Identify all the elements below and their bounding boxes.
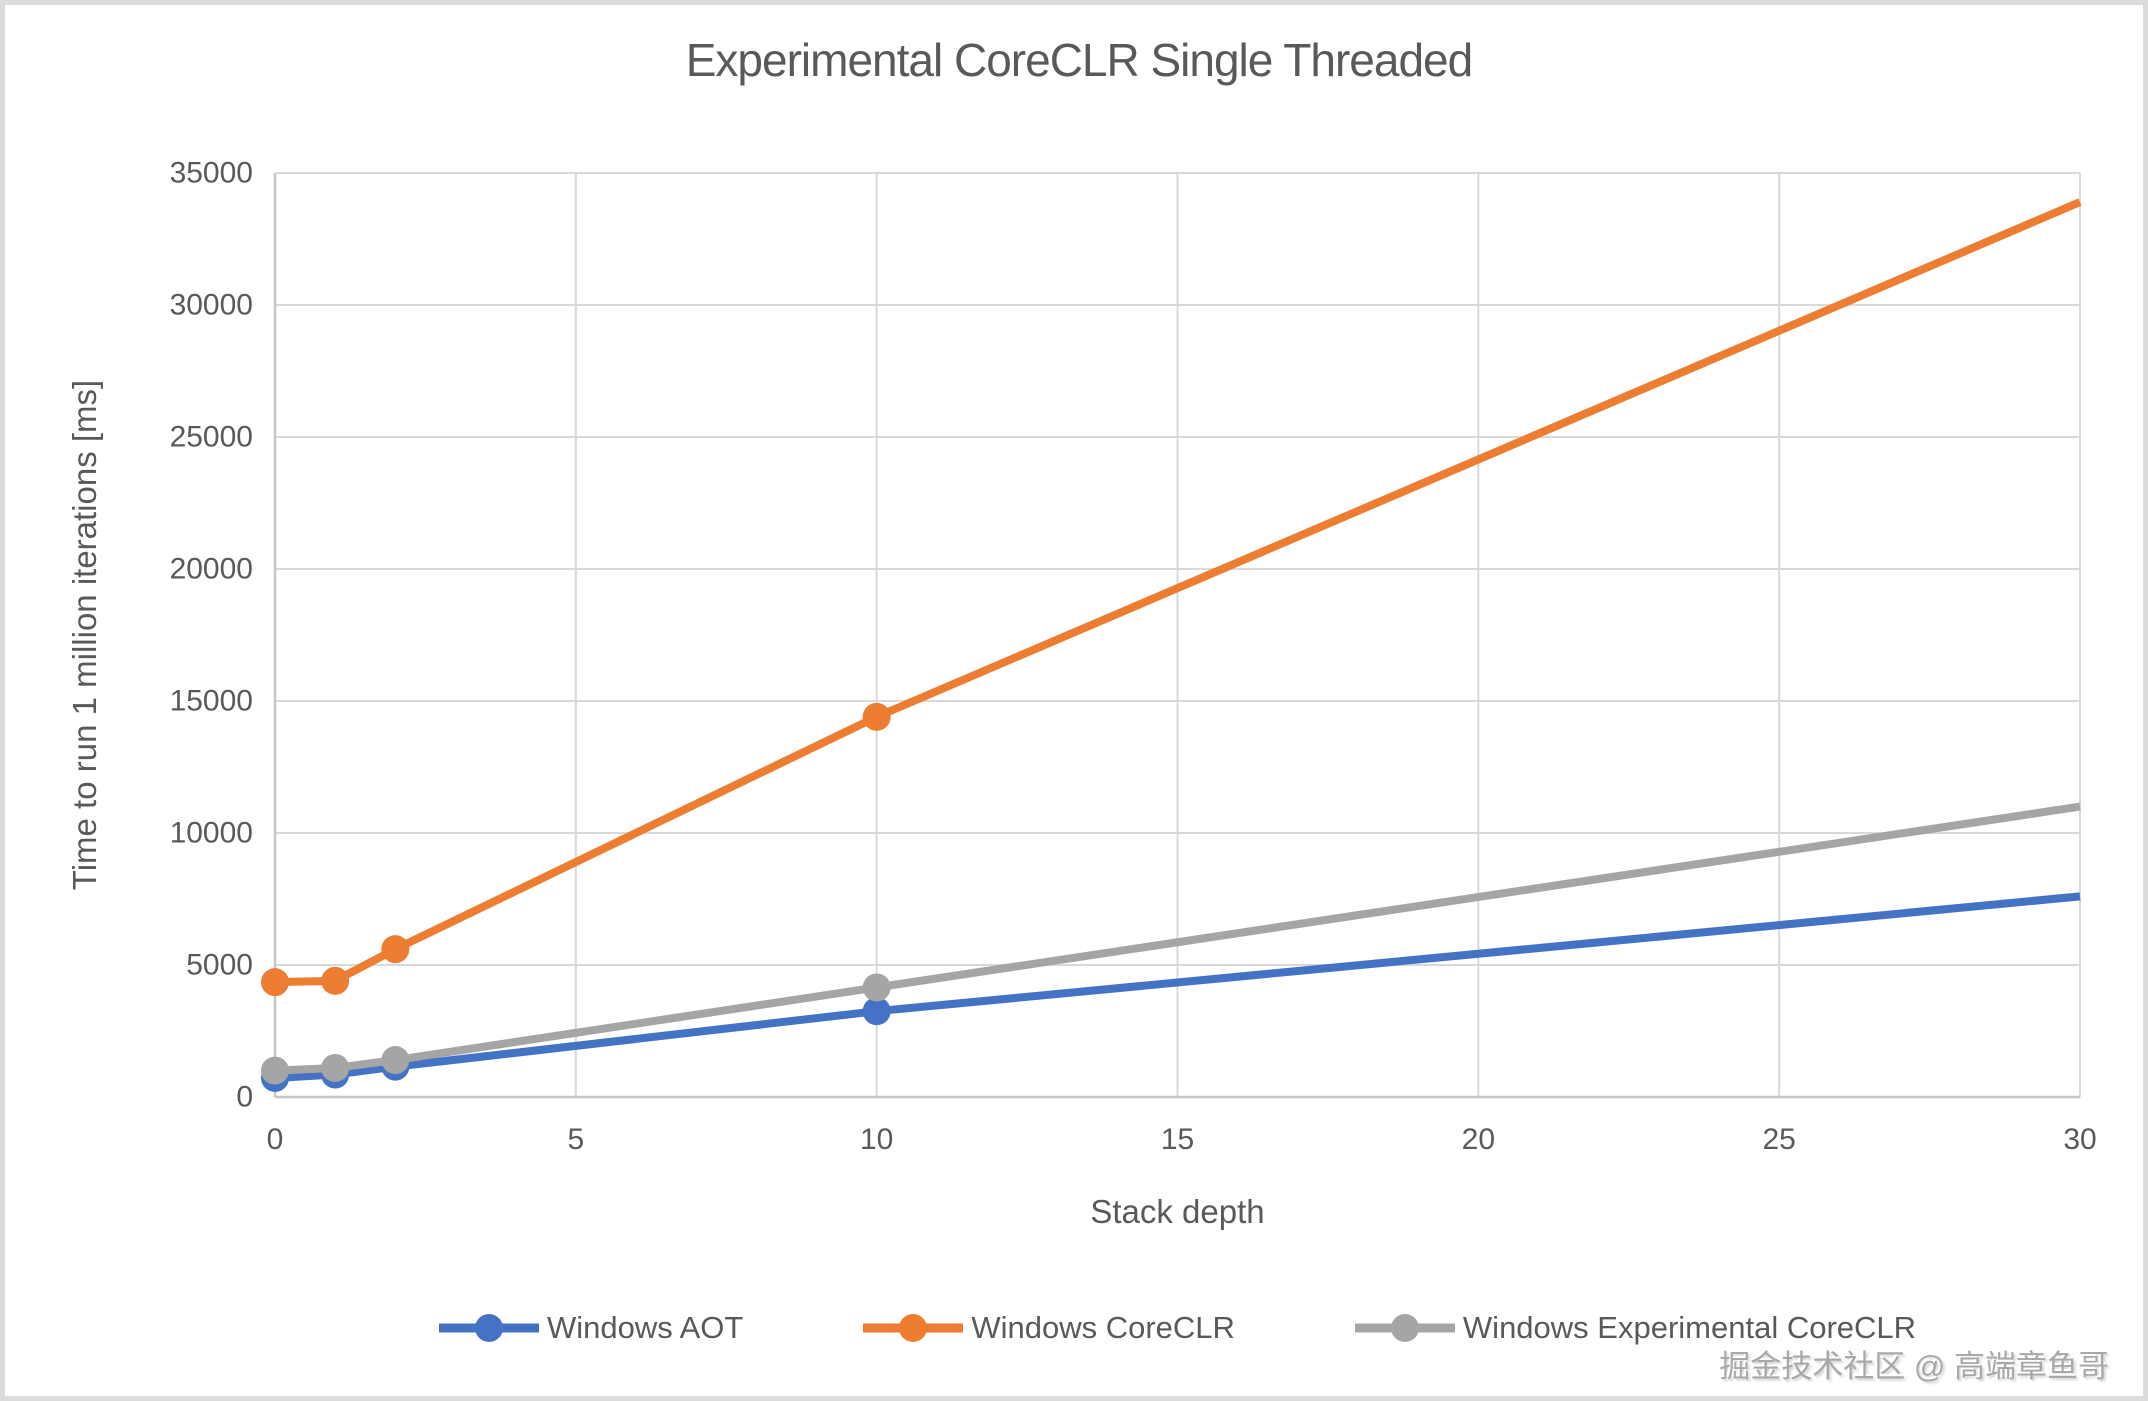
y-tick-label: 10000 <box>170 817 253 850</box>
legend: Windows AOT Windows CoreCLR Windows Experi… <box>275 1310 2080 1346</box>
legend-item-windows-experimental-coreclr: Windows Experimental CoreCLR <box>1354 1310 1917 1346</box>
series-marker-windows-coreclr <box>381 935 410 964</box>
series-marker-windows-experimental-coreclr <box>381 1046 410 1075</box>
legend-marker-icon <box>474 1314 503 1342</box>
legend-label: Windows AOT <box>546 1310 744 1345</box>
x-tick-label: 30 <box>2063 1123 2096 1156</box>
series-marker-windows-aot <box>862 997 891 1026</box>
x-axis-title: Stack depth <box>1090 1193 1265 1230</box>
x-tick-label: 20 <box>1462 1123 1495 1156</box>
plot-area: 0 5000 10000 15000 20000 25000 30000 35000 0 5 10 1… <box>170 157 2097 1157</box>
y-tick-label: 15000 <box>170 685 253 718</box>
x-tick-label: 10 <box>860 1123 893 1156</box>
legend-marker-icon <box>899 1314 928 1342</box>
legend-swatch-icon <box>438 1314 539 1342</box>
legend-item-windows-coreclr: Windows CoreCLR <box>863 1310 1235 1346</box>
x-tick-label: 5 <box>567 1123 584 1156</box>
y-tick-label: 5000 <box>186 949 253 982</box>
series-marker-windows-coreclr <box>321 966 350 995</box>
legend-swatch-icon <box>863 1314 964 1342</box>
series-marker-windows-experimental-coreclr <box>321 1053 350 1082</box>
legend-label: Windows CoreCLR <box>971 1310 1235 1345</box>
y-tick-label: 35000 <box>170 157 253 190</box>
legend-marker-icon <box>1390 1314 1419 1342</box>
y-tick-label: 0 <box>236 1081 253 1114</box>
series-marker-windows-coreclr <box>261 968 289 997</box>
legend-label: Windows Experimental CoreCLR <box>1462 1310 1917 1345</box>
x-tick-label: 15 <box>1161 1123 1194 1156</box>
x-tick-label: 0 <box>267 1123 284 1156</box>
series-marker-windows-coreclr <box>862 702 891 731</box>
x-tick-label: 25 <box>1762 1123 1795 1156</box>
y-tick-label: 20000 <box>170 553 253 586</box>
series-marker-windows-experimental-coreclr <box>261 1056 289 1085</box>
legend-item-windows-aot: Windows AOT <box>438 1310 744 1346</box>
y-tick-label: 30000 <box>170 289 253 322</box>
watermark: 掘金技术社区 @ 高端章鱼哥 <box>1719 1349 2109 1384</box>
series-marker-windows-experimental-coreclr <box>862 973 891 1002</box>
chart-title: Experimental CoreCLR Single Threaded <box>685 34 1473 86</box>
legend-swatch-icon <box>1354 1314 1455 1342</box>
y-tick-label: 25000 <box>170 421 253 454</box>
